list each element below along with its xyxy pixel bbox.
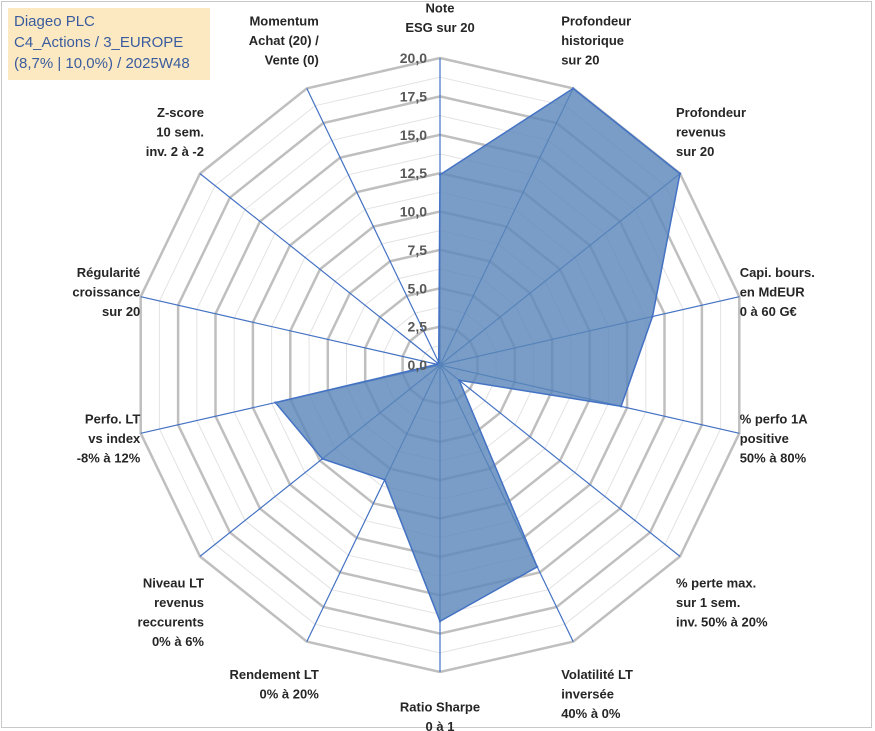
- data-point: [321, 457, 324, 460]
- category-label-line: 0% à 6%: [152, 634, 204, 649]
- category-label: % perte max. sur 1 sem. inv. 50% à 20%: [676, 575, 768, 629]
- data-point: [438, 173, 442, 176]
- category-labels: Note ESG sur 20 Profondeur historique sur 20…: [72, 1, 814, 731]
- category-label: Z-score 10 sem. inv. 2 à -2: [146, 105, 204, 159]
- tick-label: 5,0: [408, 280, 428, 296]
- category-label-line: 50% à 80%: [740, 451, 807, 466]
- tick-label: 10,0: [400, 204, 427, 220]
- category-label: Capi. bours. en MdEUR 0 à 60 G€: [740, 265, 815, 319]
- data-point: [438, 620, 442, 623]
- category-label-line: -8% à 12%: [77, 451, 141, 466]
- category-label-line: inv. 2 à -2: [146, 144, 204, 159]
- category-label-line: Niveau LT: [143, 575, 204, 590]
- category-label: % perfo 1A positive 50% à 80%: [740, 412, 809, 466]
- data-point: [458, 379, 461, 382]
- chart-title-box: Diageo PLC C4_Actions / 3_EUROPE (8,7% |…: [8, 8, 210, 80]
- axis-spoke: [306, 88, 441, 366]
- category-label-line: Momentum: [249, 14, 318, 29]
- data-point: [274, 401, 277, 404]
- category-label: Momentum Achat (20) / Vente (0): [249, 14, 319, 68]
- category-label-line: revenus: [154, 595, 204, 610]
- series-layer: [274, 87, 682, 623]
- tick-label: 15,0: [400, 127, 427, 143]
- category-label-line: Rendement LT: [229, 667, 318, 682]
- category-label-line: sur 20: [561, 53, 599, 68]
- category-label-line: 0 à 60 G€: [740, 304, 797, 319]
- axis-spoke: [199, 173, 441, 366]
- data-point: [383, 478, 386, 481]
- category-label-line: % perfo 1A: [740, 412, 809, 427]
- series-area: [274, 87, 681, 623]
- category-label-line: sur 20: [676, 144, 714, 159]
- category-label-line: 40% à 0%: [561, 706, 621, 721]
- category-label-line: % perte max.: [676, 575, 756, 590]
- category-label-line: Profondeur: [561, 14, 631, 29]
- category-label-line: Capi. bours.: [740, 265, 815, 280]
- category-label: Perfo. LT vs index -8% à 12%: [77, 412, 141, 466]
- category-label-line: Profondeur: [676, 105, 746, 120]
- tick-label: 20,0: [400, 50, 427, 66]
- axis-spoke: [140, 296, 441, 366]
- category-label-line: positive: [740, 431, 789, 446]
- category-label-line: historique: [561, 33, 624, 48]
- tick-labels: 0,0 2,5 5,0 7,5 10,0 12,5 15,0 17,5 20,0: [400, 50, 427, 373]
- category-label-line: sur 1 sem.: [676, 595, 740, 610]
- category-label: Volatilité LT inversée 40% à 0%: [561, 667, 633, 721]
- category-label-line: inversée: [561, 686, 614, 701]
- category-label-line: sur 20: [102, 304, 140, 319]
- category-label-line: ESG sur 20: [405, 20, 474, 35]
- data-point: [619, 405, 623, 408]
- tick-label: 12,5: [400, 165, 427, 181]
- category-label-line: en MdEUR: [740, 284, 806, 299]
- data-point: [651, 315, 654, 318]
- chart-title: Diageo PLC: [14, 13, 95, 30]
- tick-label: 2,5: [408, 319, 428, 335]
- category-label-line: 0% à 20%: [260, 686, 320, 701]
- category-label-line: Régularité: [77, 265, 141, 280]
- data-point: [572, 87, 575, 90]
- tick-label: 0,0: [408, 357, 428, 373]
- data-point: [536, 565, 539, 569]
- category-label: Ratio Sharpe 0 à 1: [400, 700, 480, 731]
- category-label-line: Ratio Sharpe: [400, 700, 480, 715]
- chart-subtitle-stats: (8,7% | 10,0%) / 2025W48: [14, 55, 190, 72]
- category-label: Note ESG sur 20: [405, 1, 474, 36]
- category-label-line: Volatilité LT: [561, 667, 633, 682]
- category-label-line: croissance: [72, 284, 140, 299]
- category-label: Profondeur revenus sur 20: [676, 105, 746, 159]
- category-label-line: Achat (20) /: [249, 33, 319, 48]
- category-label-line: revenus: [676, 125, 726, 140]
- category-label: Rendement LT 0% à 20%: [229, 667, 319, 702]
- tick-label: 17,5: [400, 88, 427, 104]
- category-label: Régularité croissance sur 20: [72, 265, 140, 319]
- category-label-line: 0 à 1: [426, 719, 455, 731]
- category-label-line: vs index: [88, 431, 141, 446]
- category-label-line: reccurents: [138, 614, 204, 629]
- category-label-line: Vente (0): [265, 53, 319, 68]
- tick-label: 7,5: [408, 242, 428, 258]
- category-label: Niveau LT revenus reccurents 0% à 6%: [138, 575, 205, 649]
- category-label-line: Perfo. LT: [85, 412, 140, 427]
- category-label-line: 10 sem.: [156, 125, 204, 140]
- axis-spoke: [439, 364, 681, 557]
- category-label-line: Z-score: [157, 105, 204, 120]
- data-point: [678, 172, 682, 175]
- chart-subtitle-category: C4_Actions / 3_EUROPE: [14, 34, 184, 51]
- category-label-line: Note: [426, 1, 455, 16]
- category-label: Profondeur historique sur 20: [561, 14, 631, 68]
- data-point: [437, 361, 440, 364]
- category-label-line: inv. 50% à 20%: [676, 614, 768, 629]
